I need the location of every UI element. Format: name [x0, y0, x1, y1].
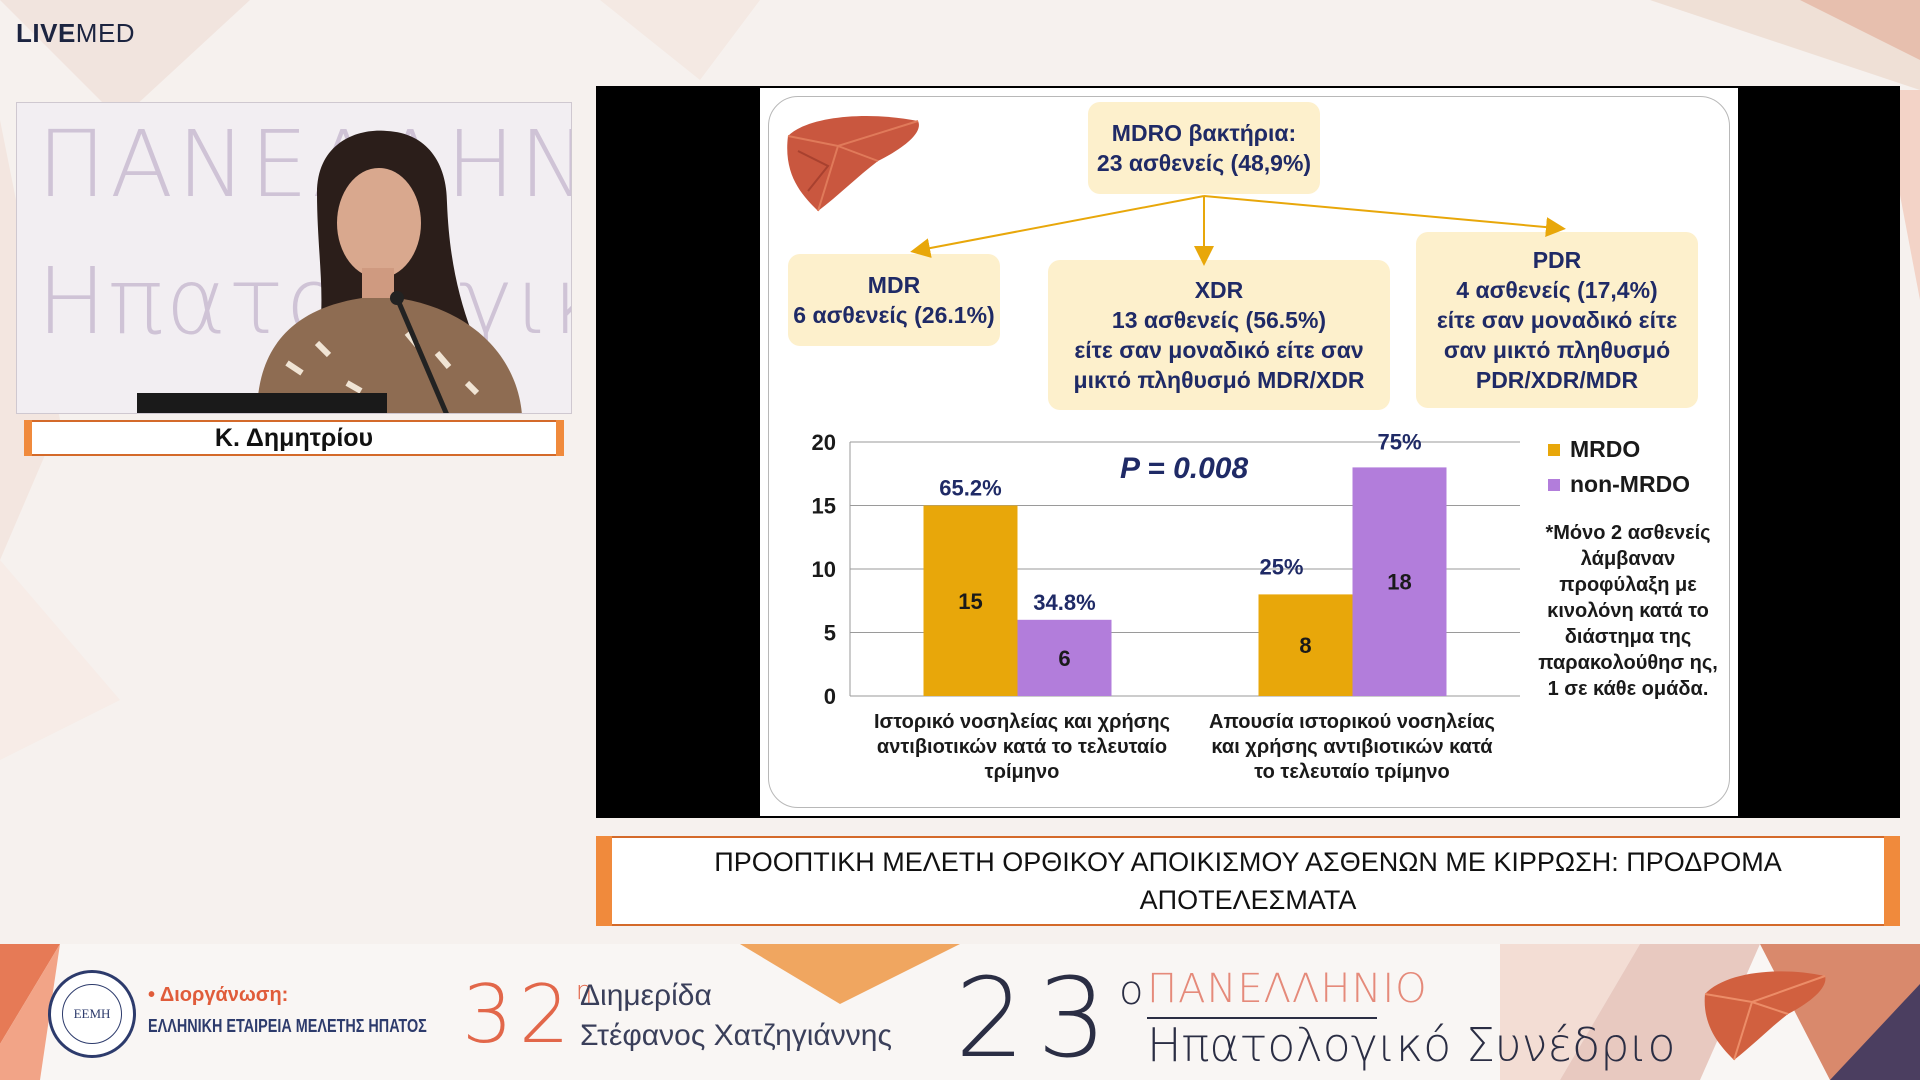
- bar-value-non-mrdo-1: 18: [1387, 570, 1411, 595]
- bar-percent-non-mrdo-0: 34.8%: [1033, 590, 1095, 615]
- chart-legend: MRDO non-MRDO: [1548, 436, 1690, 506]
- xdr-box-line4: μικτό πληθυσμό MDR/XDR: [1073, 367, 1365, 393]
- slide: MDRO βακτήρια: 23 ασθενείς (48,9%) MDR 6…: [760, 88, 1738, 816]
- organizer-name: ΕΛΛΗΝΙΚΗ ΕΤΑΙΡΕΙΑ ΜΕΛΕΤΗΣ ΗΠΑΤΟΣ: [148, 1016, 427, 1036]
- livemed-logo: LIVEMED: [16, 18, 135, 49]
- category-label-1-line3: τρίμηνο: [984, 761, 1060, 783]
- bar-value-mrdo-1: 8: [1299, 633, 1311, 658]
- category-label-1: Ιστορικό νοσηλείας και χρήσης αντιβιοτικ…: [856, 710, 1188, 785]
- speaker-name-bar: Κ. Δημητρίου: [24, 420, 564, 456]
- legend-item-non-mrdo: non-MRDO: [1548, 471, 1690, 498]
- slide-frame: MDRO βακτήρια: 23 ασθενείς (48,9%) MDR 6…: [596, 86, 1900, 818]
- dimerida-line1: Διημερίδα: [580, 979, 712, 1012]
- organizer-label: • Διοργάνωση:: [148, 984, 289, 1006]
- speaker-video: ΠΑΝΕΛΛΗΝΙ Ηπατολογικό: [16, 102, 572, 414]
- mdr-box: MDR 6 ασθενείς (26.1%): [788, 254, 1000, 346]
- slide-border: [768, 96, 1730, 808]
- footnote: *Μόνο 2 ασθενείς λάμβαναν προφύλαξη με κ…: [1538, 522, 1718, 700]
- speaker-name: Κ. Δημητρίου: [214, 423, 374, 452]
- bar-chart: 0 5 10 15 20 15 65.2% 6 34.8% 8 25% 18 75%: [812, 429, 1520, 709]
- legend-item-mrdo: MRDO: [1548, 436, 1690, 463]
- xdr-box-line1: XDR: [1194, 277, 1244, 303]
- mdro-box-line1: MDRO βακτήρια:: [1111, 120, 1297, 146]
- category-label-1-line1: Ιστορικό νοσηλείας και χρήσης: [874, 711, 1170, 733]
- y-tick-label-4: 20: [812, 430, 836, 455]
- eemh-logo: ΕΕΜΗ: [48, 970, 136, 1058]
- category-label-2-line1: Απουσία ιστορικού νοσηλείας: [1209, 711, 1495, 733]
- pdr-box: PDR 4 ασθενείς (17,4%) είτε σαν μοναδικό…: [1416, 232, 1698, 408]
- liver-icon: [787, 116, 919, 212]
- legend-label-non-mrdo: non-MRDO: [1570, 471, 1691, 497]
- bar-percent-mrdo-0: 65.2%: [939, 476, 1001, 501]
- edition-23-number: 23: [955, 954, 1119, 1080]
- dimerida-text: Διημερίδα Στέφανος Χατζηγιάννης: [580, 976, 892, 1056]
- category-label-2-line3: το τελευταίο τρίμηνο: [1254, 761, 1450, 783]
- edition-32: 32η: [462, 968, 592, 1061]
- speaker-figure: [137, 130, 522, 413]
- bar-non-mrdo-0: [1017, 619, 1112, 696]
- event-footer: ΕΕΜΗ • Διοργάνωση: ΕΛΛΗΝΙΚΗ ΕΤΑΙΡΕΙΑ ΜΕΛ…: [0, 944, 1920, 1080]
- arrow-to-mdr: [910, 195, 1205, 258]
- mdr-box-line2: 6 ασθενείς (26.1%): [793, 302, 995, 328]
- mdro-box: MDRO βακτήρια: 23 ασθενείς (48,9%): [1088, 102, 1320, 194]
- footer-liver-icon: [1704, 971, 1826, 1061]
- y-tick-label-0: 0: [824, 684, 836, 709]
- bar-percent-mrdo-1: 25%: [1259, 554, 1303, 579]
- pdr-box-line1: PDR: [1532, 247, 1582, 273]
- category-label-2-line2: και χρήσης αντιβιοτικών κατά: [1211, 736, 1493, 758]
- bar-value-non-mrdo-0: 6: [1058, 646, 1070, 671]
- xdr-box-line2: 13 ασθενείς (56.5%): [1111, 307, 1327, 333]
- mdro-box-line2: 23 ασθενείς (48,9%): [1096, 150, 1312, 176]
- bar-percent-non-mrdo-1: 75%: [1377, 429, 1421, 454]
- eemh-logo-text: ΕΕΜΗ: [62, 984, 122, 1044]
- p-value: P = 0.008: [1120, 452, 1249, 485]
- xdr-box: XDR 13 ασθενείς (56.5%) είτε σαν μοναδικ…: [1048, 260, 1390, 410]
- xdr-box-line3: είτε σαν μοναδικό είτε σαν: [1074, 337, 1364, 363]
- brand-live: LIVE: [16, 18, 76, 48]
- congress-title-2: Ηπατολογικό Συνέδριο: [1147, 1018, 1676, 1072]
- dimerida-line2: Στέφανος Χατζηγιάννης: [580, 1019, 892, 1052]
- congress-divider: [1147, 1017, 1377, 1019]
- legend-swatch-non-mrdo: [1548, 478, 1560, 491]
- y-tick-label-3: 15: [812, 494, 836, 519]
- backdrop-text-1: ΠΑΝΕΛΛΗΝΙ: [37, 111, 572, 218]
- pdr-box-line5: PDR/XDR/MDR: [1475, 367, 1639, 393]
- arrow-to-pdr: [1203, 195, 1566, 238]
- category-label-2: Απουσία ιστορικού νοσηλείας και χρήσης α…: [1186, 710, 1518, 785]
- mdr-box-line1: MDR: [867, 272, 921, 298]
- edition-23: 23ο: [955, 954, 1143, 1080]
- bar-mrdo-0: [923, 505, 1018, 696]
- flow-arrows: [910, 195, 1566, 266]
- edition-32-suffix: η: [575, 976, 593, 1006]
- legend-label-mrdo: MRDO: [1570, 436, 1641, 462]
- pdr-box-line3: είτε σαν μοναδικό είτε: [1436, 307, 1678, 333]
- edition-32-number: 32: [462, 968, 576, 1061]
- pdr-box-line4: σαν μικτό πληθυσμό: [1443, 337, 1671, 363]
- legend-swatch-mrdo: [1548, 443, 1560, 456]
- brand-med: MED: [75, 18, 136, 48]
- pdr-box-line2: 4 ασθενείς (17,4%): [1456, 277, 1658, 303]
- congress-title-1: ΠΑΝΕΛΛΗΝΙΟ: [1147, 966, 1428, 1012]
- presentation-title-bar: ΠΡΟΟΠΤΙΚΗ ΜΕΛΕΤΗ ΟΡΘΙΚΟΥ ΑΠΟΙΚΙΣΜΟΥ ΑΣΘΕ…: [596, 836, 1900, 926]
- edition-23-suffix: ο: [1118, 968, 1144, 1014]
- category-label-1-line2: αντιβιοτικών κατά το τελευταίο: [876, 736, 1168, 758]
- bar-value-mrdo-0: 15: [958, 589, 982, 614]
- y-tick-label-2: 10: [812, 557, 836, 582]
- presentation-title: ΠΡΟΟΠΤΙΚΗ ΜΕΛΕΤΗ ΟΡΘΙΚΟΥ ΑΠΟΙΚΙΣΜΟΥ ΑΣΘΕ…: [714, 847, 1782, 915]
- bar-non-mrdo-1: [1352, 467, 1447, 696]
- bar-mrdo-1: [1258, 594, 1353, 696]
- y-tick-label-1: 5: [824, 621, 836, 646]
